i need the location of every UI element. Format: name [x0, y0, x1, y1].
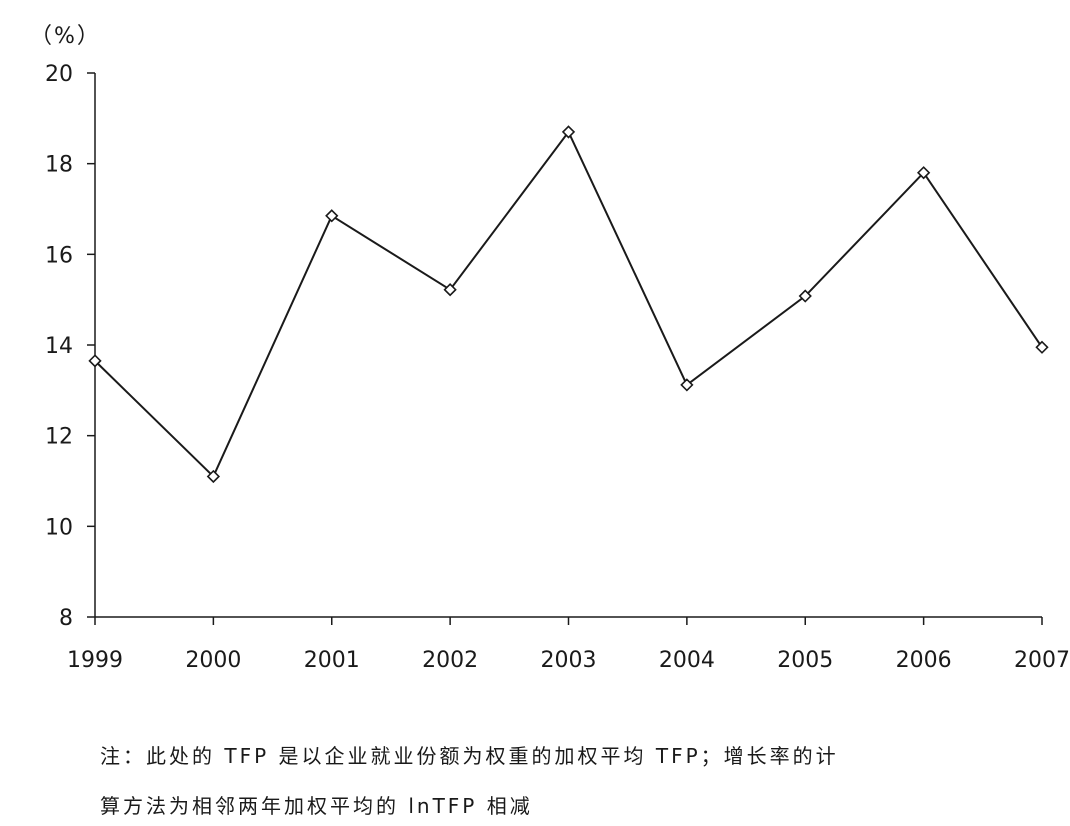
line-chart: 8 10 12 14 16 18 20 1999 2000 2001 2002 2003 2004 200… [45, 62, 1070, 673]
y-tick-label: 10 [45, 515, 73, 540]
y-tick-label: 18 [45, 153, 73, 178]
data-point-marker [443, 283, 457, 297]
x-tick-label: 2007 [1014, 648, 1070, 673]
chart-axes [94, 73, 1042, 618]
x-tick-label: 2002 [422, 648, 478, 673]
data-point-marker [916, 166, 931, 180]
y-tick-label: 16 [45, 243, 73, 268]
y-unit-label: （%） [30, 24, 101, 49]
x-tick-label: 2004 [659, 648, 715, 673]
footnote-line-2: 算方法为相邻两年加权平均的 lnTFP 相减 [100, 794, 533, 818]
x-tick-label: 2001 [304, 648, 360, 673]
series-line [94, 130, 1043, 479]
data-point-marker [561, 125, 576, 139]
x-tick-label: 2000 [185, 648, 241, 673]
y-tick-label: 20 [45, 62, 73, 87]
x-tick-label: 2005 [777, 648, 833, 673]
data-point-marker [798, 289, 812, 303]
chart-ticks: 8 10 12 14 16 18 20 1999 2000 2001 2002 2003 2004 200… [45, 62, 1070, 673]
data-point-marker [680, 378, 694, 392]
data-point-marker [325, 209, 339, 223]
data-point-marker [88, 354, 102, 368]
data-point-marker [1035, 340, 1049, 354]
chart-series [88, 125, 1049, 484]
footnote-line-1: 注：此处的 TFP 是以企业就业份额为权重的加权平均 TFP；增长率的计 [100, 744, 839, 768]
y-tick-label: 14 [45, 334, 73, 359]
y-tick-label: 12 [45, 425, 73, 450]
x-tick-label: 2006 [896, 648, 952, 673]
x-tick-label: 2003 [541, 648, 597, 673]
data-point-marker [206, 469, 221, 484]
y-tick-label: 8 [59, 606, 73, 631]
x-tick-label: 1999 [67, 648, 123, 673]
